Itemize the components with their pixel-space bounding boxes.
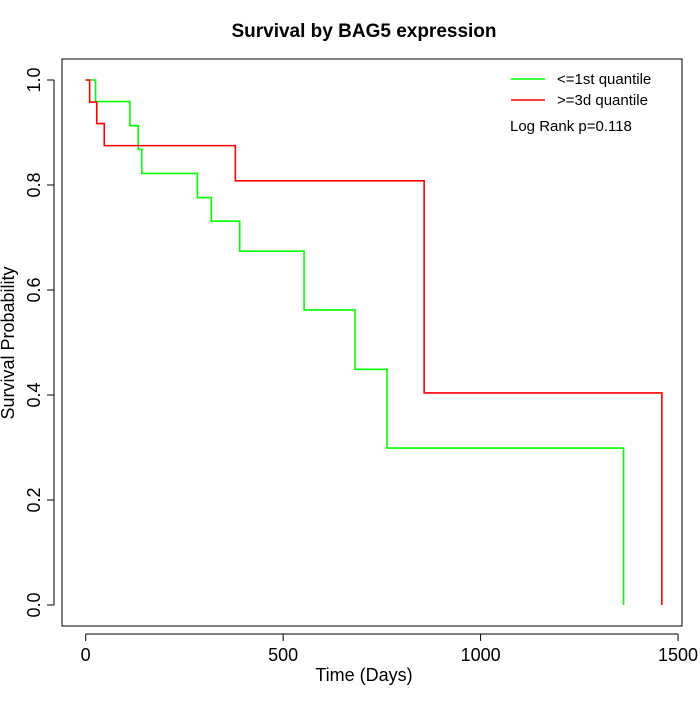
y-axis-label: Survival Probability [0, 266, 18, 419]
x-tick-label-1500: 1500 [658, 645, 698, 665]
chart-title: Survival by BAG5 expression [231, 21, 496, 42]
x-tick-label-500: 500 [268, 645, 298, 665]
y-tick-label-0.4: 0.4 [24, 382, 44, 407]
x-axis: 0 500 1000 1500 [81, 633, 698, 665]
x-axis-label: Time (Days) [315, 665, 412, 685]
legend-label-high-quantile: >=3d quantile [557, 92, 648, 109]
log-rank-annotation: Log Rank p=0.118 [510, 118, 632, 135]
x-tick-label-1000: 1000 [461, 645, 501, 665]
y-tick-label-1.0: 1.0 [24, 67, 44, 92]
x-tick-label-0: 0 [81, 645, 91, 665]
y-tick-label-0.8: 0.8 [24, 172, 44, 197]
survival-curve-low-quantile [85, 79, 625, 605]
survival-curve-high-quantile [85, 79, 663, 605]
legend: <=1st quantile >=3d quantile Log Rank p=… [510, 71, 651, 135]
y-tick-label-0.6: 0.6 [24, 277, 44, 302]
y-tick-label-0.2: 0.2 [24, 487, 44, 512]
plot-area-frame [61, 58, 683, 627]
y-axis: 0.0 0.2 0.4 0.6 0.8 1.0 [24, 67, 55, 618]
series-layer [85, 79, 663, 605]
y-tick-label-0.0: 0.0 [24, 592, 44, 617]
legend-label-low-quantile: <=1st quantile [557, 71, 651, 88]
